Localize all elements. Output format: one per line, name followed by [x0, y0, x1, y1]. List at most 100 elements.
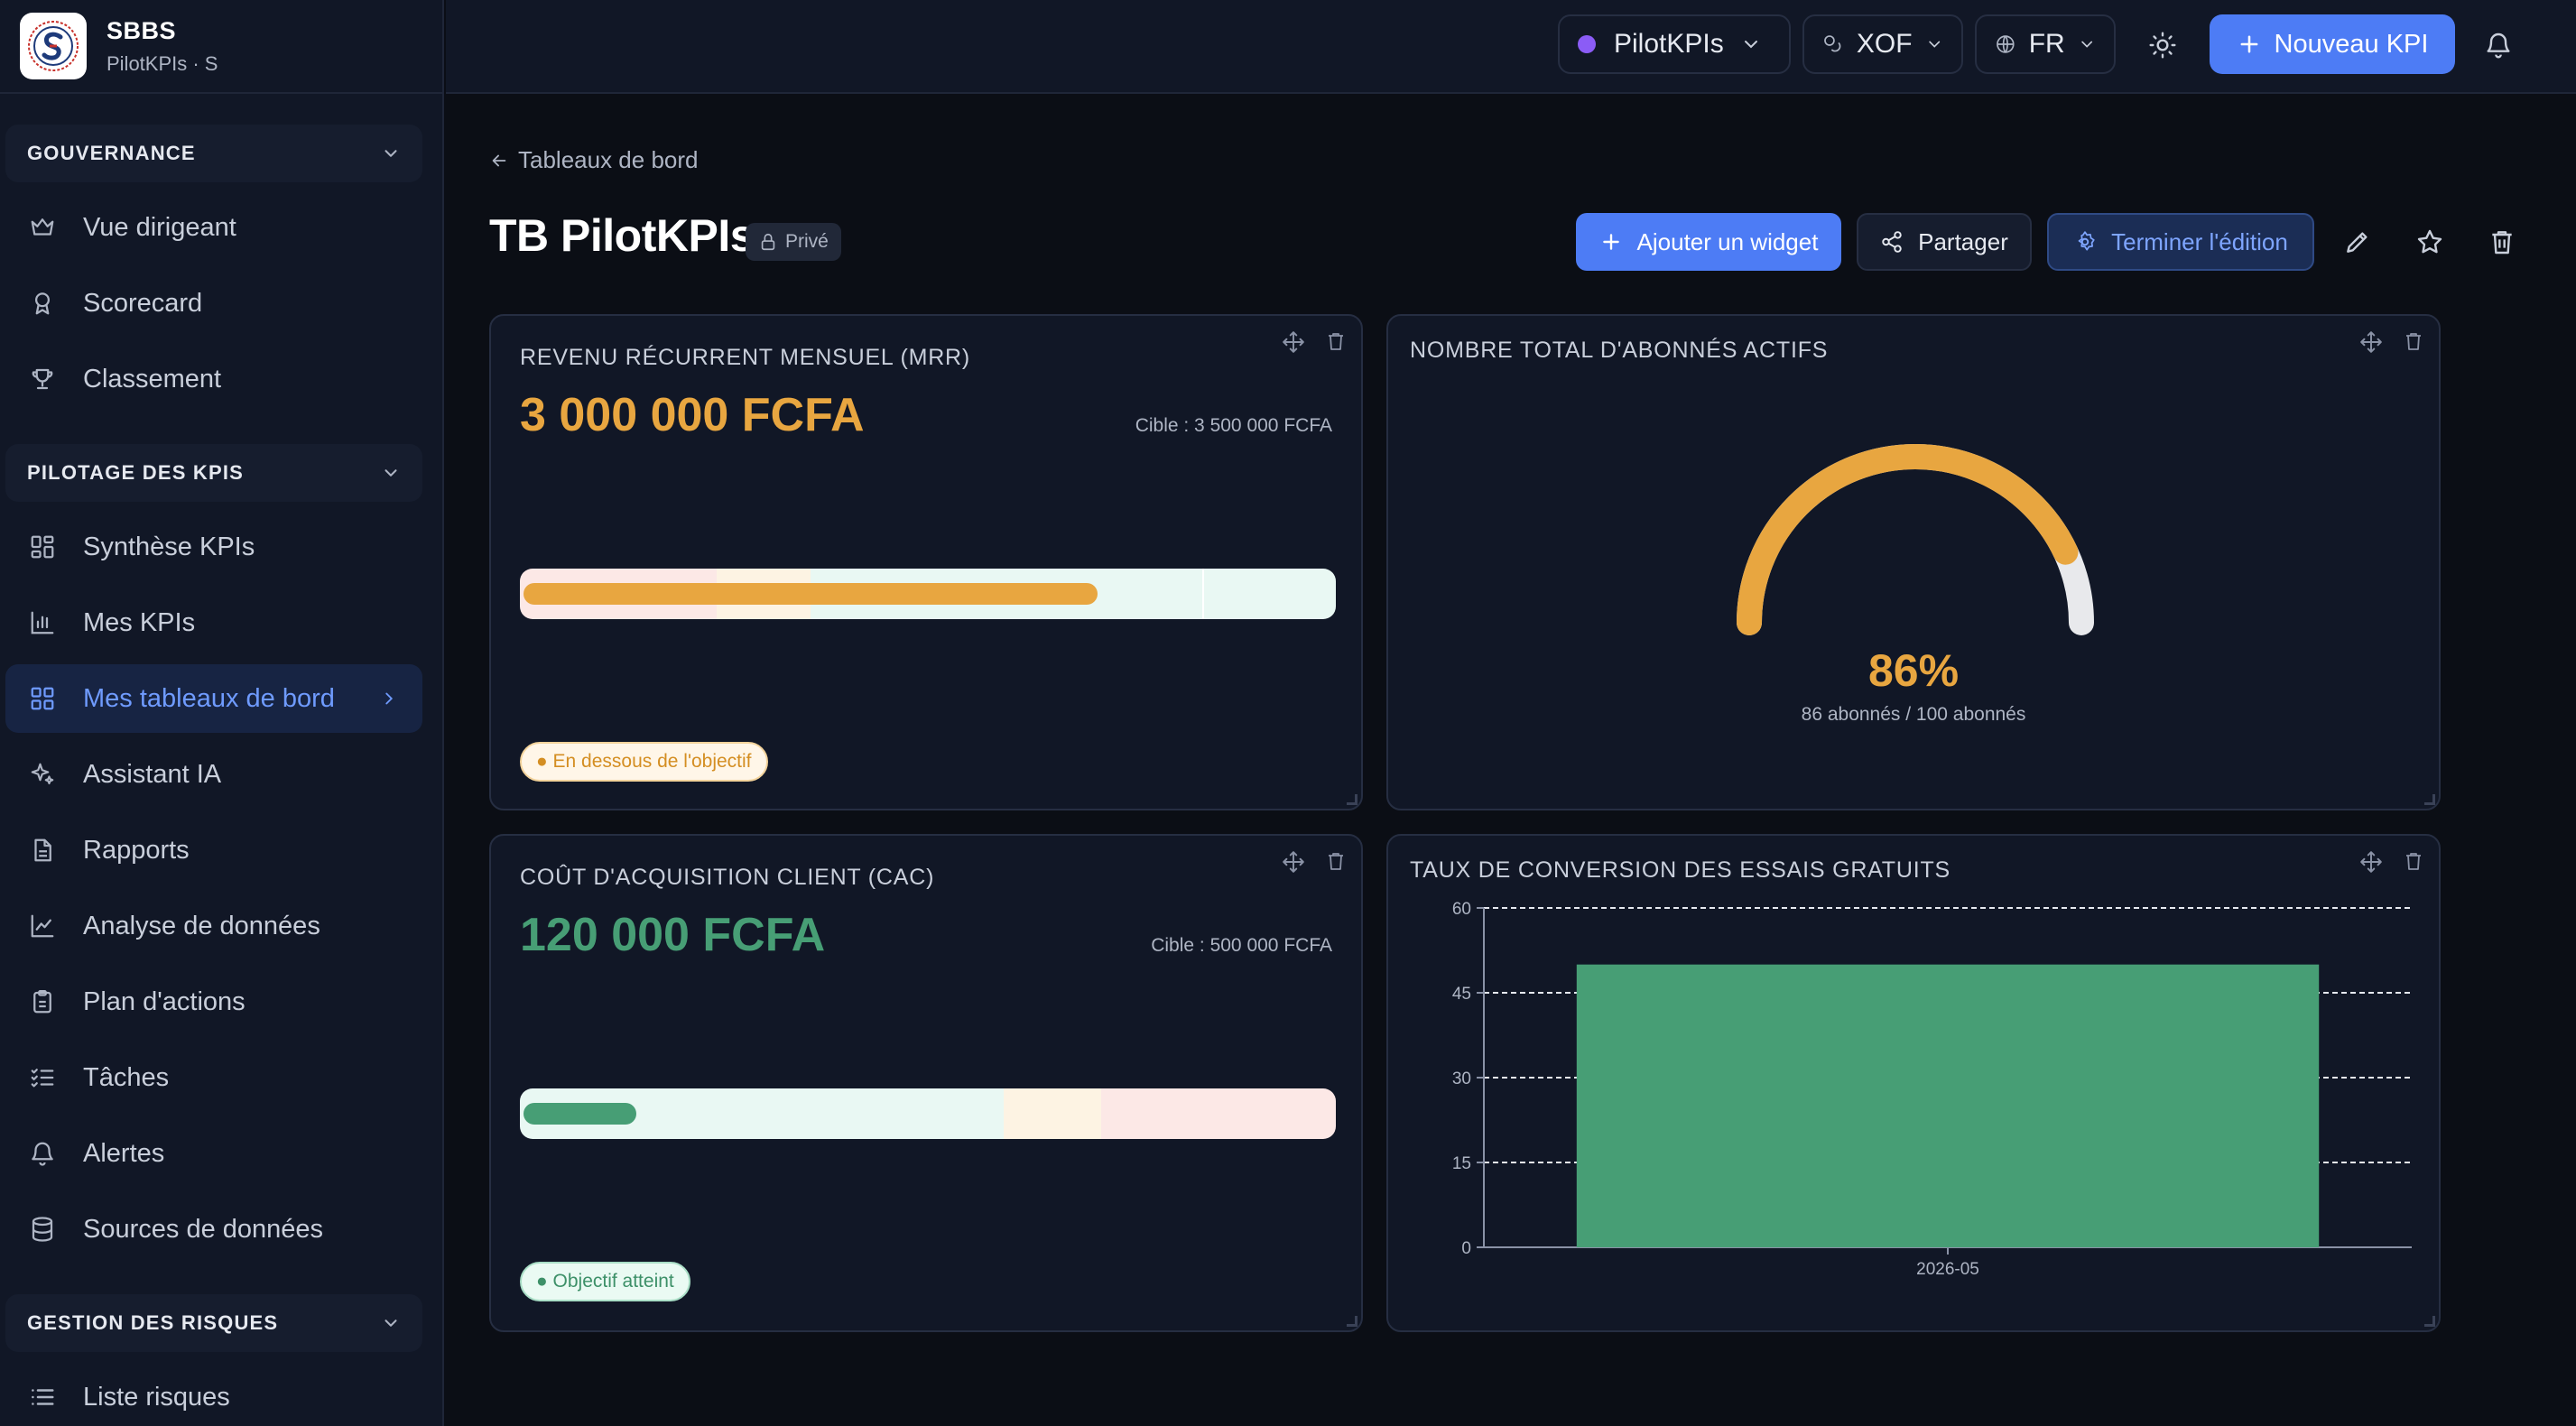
add-widget-button[interactable]: Ajouter un widget [1576, 213, 1841, 271]
sidebar-item-label: Classement [83, 364, 222, 394]
sidebar-item-classement[interactable]: Classement [5, 345, 422, 413]
widget-title: REVENU RÉCURRENT MENSUEL (MRR) [520, 345, 971, 370]
resize-handle[interactable] [1347, 1316, 1357, 1327]
workspace-dot-icon [1578, 35, 1596, 53]
sidebar-item-vue-dirigeant[interactable]: Vue dirigeant [5, 193, 422, 262]
globe-icon [1997, 35, 2015, 53]
chevron-down-icon [385, 150, 397, 157]
sidebar-item-mes-kpis[interactable]: Mes KPIs [5, 588, 422, 657]
widget-subscribers[interactable]: NOMBRE TOTAL D'ABONNÉS ACTIFS 86% 86 abo… [1386, 314, 2441, 810]
x-tick-label: 2026-05 [1916, 1260, 1979, 1279]
page-title: TB PilotKPIs [489, 210, 755, 261]
brand-header[interactable]: SBBS PilotKPIs · S [0, 0, 442, 94]
sidebar-item-label: Rapports [83, 835, 190, 865]
plus-icon [2240, 35, 2257, 53]
chevron-down-icon [1744, 41, 1757, 49]
resize-handle[interactable] [2424, 1316, 2435, 1327]
move-icon[interactable] [1282, 330, 1305, 354]
section-pilotage-kpis[interactable]: PILOTAGE DES KPIS [5, 444, 422, 502]
company-logo [20, 13, 87, 79]
trash-icon[interactable] [2403, 850, 2424, 872]
y-tick-label: 15 [1452, 1154, 1471, 1173]
move-icon[interactable] [2359, 330, 2383, 354]
brand-subtitle: PilotKPIs · S [107, 51, 218, 75]
trash-icon[interactable] [2403, 330, 2424, 352]
y-tick-label: 0 [1461, 1239, 1471, 1258]
layout-dashboard-icon [27, 532, 58, 562]
bar-chart-icon [27, 607, 58, 638]
rename-dashboard-button[interactable] [2334, 218, 2381, 265]
sidebar-item-assistant-ia[interactable]: Assistant IA [5, 740, 422, 809]
lock-icon [761, 233, 775, 251]
star-icon [2417, 229, 2442, 254]
sidebar-item-synthese-kpis[interactable]: Synthèse KPIs [5, 513, 422, 581]
award-icon [27, 288, 58, 319]
trash-icon[interactable] [1325, 850, 1347, 872]
back-label: Tableaux de bord [518, 146, 699, 173]
currency-selector[interactable]: XOF [1802, 14, 1963, 74]
database-icon [27, 1214, 58, 1245]
trash-icon[interactable] [1325, 330, 1347, 352]
workspace-selector[interactable]: PilotKPIs [1558, 14, 1791, 74]
line-chart-icon [27, 911, 58, 941]
share-button[interactable]: Partager [1857, 213, 2032, 271]
trophy-icon [27, 364, 58, 394]
topbar: PilotKPIs XOF FR Nouveau KPI [446, 0, 2576, 94]
move-icon[interactable] [1282, 850, 1305, 874]
sidebar-item-scorecard[interactable]: Scorecard [5, 269, 422, 338]
page-scrollbar[interactable] [2560, 94, 2576, 1426]
currency-label: XOF [1856, 29, 1913, 59]
notifications-button[interactable] [2475, 22, 2522, 69]
arrow-left-icon [492, 154, 506, 166]
move-icon[interactable] [2359, 850, 2383, 874]
section-gouvernance[interactable]: GOUVERNANCE [5, 125, 422, 182]
gauge-track [1737, 444, 2094, 635]
sidebar-item-sources-donnees[interactable]: Sources de données [5, 1195, 422, 1264]
progress-fill [524, 1103, 637, 1125]
y-tick-label: 60 [1452, 900, 1471, 919]
widget-cac[interactable]: COÛT D'ACQUISITION CLIENT (CAC) 120 000 … [489, 834, 1363, 1332]
sidebar-item-label: Mes tableaux de bord [83, 683, 335, 713]
sidebar-item-rapports[interactable]: Rapports [5, 816, 422, 884]
widget-value: 3 000 000 FCFA [520, 389, 865, 441]
sun-icon [2149, 32, 2176, 59]
status-badge: ● Objectif atteint [520, 1262, 690, 1301]
sidebar-item-label: Alertes [83, 1138, 165, 1168]
language-selector[interactable]: FR [1975, 14, 2116, 74]
progress-fill [524, 583, 1098, 605]
resize-handle[interactable] [2424, 794, 2435, 805]
sidebar-item-mes-tableaux-de-bord[interactable]: Mes tableaux de bord [5, 664, 422, 733]
sidebar-item-plan-actions[interactable]: Plan d'actions [5, 968, 422, 1036]
sidebar-item-label: Liste risques [83, 1382, 230, 1412]
list-checks-icon [27, 1062, 58, 1093]
finish-editing-button[interactable]: Terminer l'édition [2047, 213, 2314, 271]
language-label: FR [2028, 29, 2065, 59]
widget-conversion[interactable]: TAUX DE CONVERSION DES ESSAIS GRATUITS 0… [1386, 834, 2441, 1332]
gauge-fill [1737, 444, 2079, 635]
gauge-detail: 86 abonnés / 100 abonnés [1801, 704, 2026, 725]
share-icon [1882, 231, 1902, 253]
bar-chart: 0 15 30 45 60 2026-05 [1452, 900, 2412, 1279]
new-kpi-label: Nouveau KPI [2274, 29, 2429, 59]
status-badge: ● En dessous de l'objectif [520, 742, 768, 782]
section-gestion-risques[interactable]: GESTION DES RISQUES [5, 1294, 422, 1352]
bell-icon [27, 1138, 58, 1169]
sidebar-item-liste-risques[interactable]: Liste risques [5, 1363, 422, 1426]
sidebar-item-label: Tâches [83, 1062, 170, 1092]
workspace-label: PilotKPIs [1614, 29, 1724, 59]
favorite-button[interactable] [2406, 218, 2453, 265]
sidebar-item-analyse-donnees[interactable]: Analyse de données [5, 892, 422, 960]
sidebar: SBBS PilotKPIs · S GOUVERNANCE Vue dirig… [0, 0, 444, 1426]
progress-track [520, 1088, 1336, 1139]
sidebar-item-alertes[interactable]: Alertes [5, 1119, 422, 1188]
delete-dashboard-button[interactable] [2479, 218, 2525, 265]
new-kpi-button[interactable]: Nouveau KPI [2210, 14, 2455, 74]
sidebar-item-taches[interactable]: Tâches [5, 1043, 422, 1112]
theme-toggle-button[interactable] [2139, 22, 2186, 69]
widget-mrr[interactable]: REVENU RÉCURRENT MENSUEL (MRR) 3 000 000… [489, 314, 1363, 810]
widget-target: Cible : 3 500 000 FCFA [1135, 415, 1332, 436]
visibility-badge: Privé [746, 223, 841, 261]
back-to-dashboards-link[interactable]: Tableaux de bord [489, 146, 698, 174]
resize-handle[interactable] [1347, 794, 1357, 805]
chevron-right-icon [385, 692, 394, 705]
